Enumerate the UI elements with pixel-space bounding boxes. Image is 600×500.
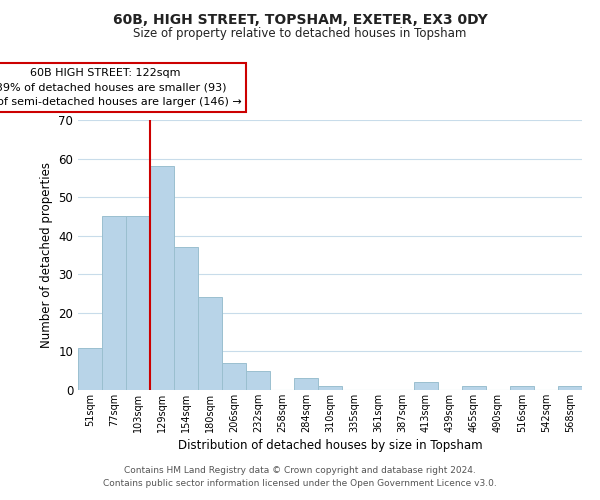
- Bar: [294, 378, 318, 390]
- Bar: [558, 386, 582, 390]
- Bar: [318, 386, 342, 390]
- Text: 60B HIGH STREET: 122sqm
← 39% of detached houses are smaller (93)
61% of semi-de: 60B HIGH STREET: 122sqm ← 39% of detache…: [0, 68, 241, 107]
- Y-axis label: Number of detached properties: Number of detached properties: [40, 162, 53, 348]
- Bar: [246, 370, 270, 390]
- Bar: [174, 248, 198, 390]
- Bar: [78, 348, 102, 390]
- Bar: [414, 382, 438, 390]
- Text: Size of property relative to detached houses in Topsham: Size of property relative to detached ho…: [133, 28, 467, 40]
- Text: Contains HM Land Registry data © Crown copyright and database right 2024.
Contai: Contains HM Land Registry data © Crown c…: [103, 466, 497, 487]
- Bar: [102, 216, 126, 390]
- Bar: [198, 298, 222, 390]
- Bar: [510, 386, 534, 390]
- Bar: [462, 386, 486, 390]
- Bar: [222, 363, 246, 390]
- Bar: [150, 166, 174, 390]
- X-axis label: Distribution of detached houses by size in Topsham: Distribution of detached houses by size …: [178, 439, 482, 452]
- Bar: [126, 216, 150, 390]
- Text: 60B, HIGH STREET, TOPSHAM, EXETER, EX3 0DY: 60B, HIGH STREET, TOPSHAM, EXETER, EX3 0…: [113, 12, 487, 26]
